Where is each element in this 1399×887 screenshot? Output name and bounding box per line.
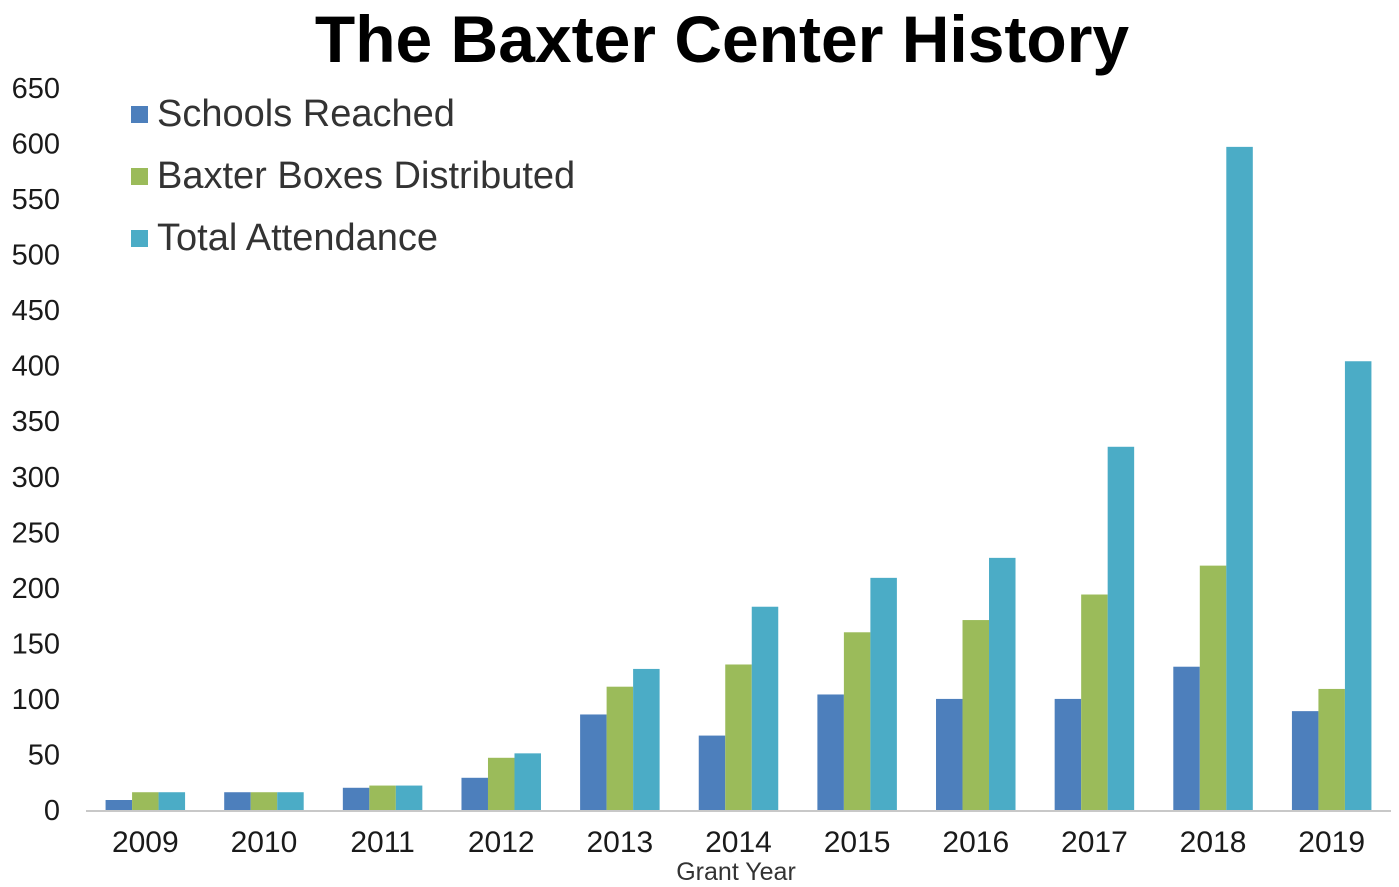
x-tick-label: 2018 <box>1180 826 1247 859</box>
y-tick-label: 150 <box>12 628 60 660</box>
bar-baxter-boxes-distributed-2010 <box>250 792 278 810</box>
y-tick-label: 50 <box>28 739 60 771</box>
bar-total-attendance-2011 <box>395 785 423 810</box>
bar-baxter-boxes-distributed-2009 <box>132 792 159 810</box>
bar-total-attendance-2016 <box>989 557 1016 810</box>
legend-swatch <box>131 168 148 185</box>
y-tick-label: 0 <box>44 795 60 827</box>
y-tick-label: 650 <box>12 73 60 105</box>
bar-schools-reached-2014 <box>698 735 726 810</box>
bar-total-attendance-2009 <box>158 792 186 810</box>
y-tick-label: 200 <box>12 573 60 605</box>
bar-schools-reached-2013 <box>580 714 607 810</box>
bar-schools-reached-2009 <box>105 800 133 810</box>
x-tick-label: 2015 <box>824 826 891 859</box>
bar-total-attendance-2017 <box>1107 446 1135 810</box>
bar-total-attendance-2013 <box>633 668 660 810</box>
bar-baxter-boxes-distributed-2016 <box>962 620 990 810</box>
x-tick-label: 2017 <box>1061 826 1128 859</box>
legend-swatch <box>131 230 148 247</box>
bar-total-attendance-2014 <box>751 606 779 810</box>
bar-schools-reached-2019 <box>1291 711 1319 810</box>
x-tick-label: 2013 <box>586 826 653 859</box>
y-tick-label: 500 <box>12 240 60 272</box>
bar-baxter-boxes-distributed-2013 <box>606 686 634 810</box>
y-tick-label: 550 <box>12 184 60 216</box>
x-tick-label: 2014 <box>705 826 772 859</box>
legend-swatch <box>131 106 148 123</box>
legend: Schools Reached Baxter Boxes Distributed T… <box>131 93 575 259</box>
x-axis-label: Grant Year <box>676 858 796 886</box>
y-tick-label: 450 <box>12 295 60 327</box>
bar-baxter-boxes-distributed-2015 <box>843 632 871 810</box>
x-tick-label: 2016 <box>942 826 1009 859</box>
y-tick-label: 600 <box>12 129 60 161</box>
bar-schools-reached-2011 <box>342 787 370 810</box>
bar-baxter-boxes-distributed-2017 <box>1081 594 1108 810</box>
bar-schools-reached-2016 <box>936 698 963 810</box>
chart-title: The Baxter Center History <box>315 2 1130 76</box>
legend-label: Total Attendance <box>157 217 438 259</box>
y-tick-label: 300 <box>12 462 60 494</box>
x-tick-label: 2012 <box>468 826 535 859</box>
bar-total-attendance-2015 <box>870 577 897 810</box>
bar-baxter-boxes-distributed-2019 <box>1318 688 1345 810</box>
legend-label: Schools Reached <box>157 93 455 135</box>
y-tick-label: 400 <box>12 351 60 383</box>
x-tick-label: 2019 <box>1298 826 1365 859</box>
bar-total-attendance-2019 <box>1344 361 1372 810</box>
bar-schools-reached-2015 <box>817 694 844 810</box>
bar-total-attendance-2018 <box>1226 146 1253 810</box>
y-tick-label: 350 <box>12 406 60 438</box>
bar-baxter-boxes-distributed-2011 <box>369 785 396 810</box>
y-tick-label: 250 <box>12 517 60 549</box>
x-tick-label: 2011 <box>350 826 415 859</box>
bar-total-attendance-2010 <box>277 792 304 810</box>
x-tick-label: 2009 <box>112 826 179 859</box>
x-axis-ticks: 2009 2010 2011 2012 2013 2014 2015 2016 2017 2018… <box>112 826 1365 859</box>
y-axis-ticks: 0 50 100 150 200 250 300 350 400 450 500 550 600 650 <box>12 73 60 827</box>
bars <box>105 146 1372 810</box>
bar-total-attendance-2012 <box>514 753 541 810</box>
y-tick-label: 100 <box>12 684 60 716</box>
bar-baxter-boxes-distributed-2012 <box>487 757 515 810</box>
bar-schools-reached-2012 <box>461 777 488 810</box>
x-tick-label: 2010 <box>231 826 298 859</box>
bar-schools-reached-2017 <box>1054 698 1082 810</box>
legend-label: Baxter Boxes Distributed <box>157 155 575 197</box>
bar-baxter-boxes-distributed-2014 <box>725 664 752 810</box>
bar-schools-reached-2018 <box>1173 666 1200 810</box>
bar-schools-reached-2010 <box>224 792 251 810</box>
bar-baxter-boxes-distributed-2018 <box>1199 565 1227 810</box>
